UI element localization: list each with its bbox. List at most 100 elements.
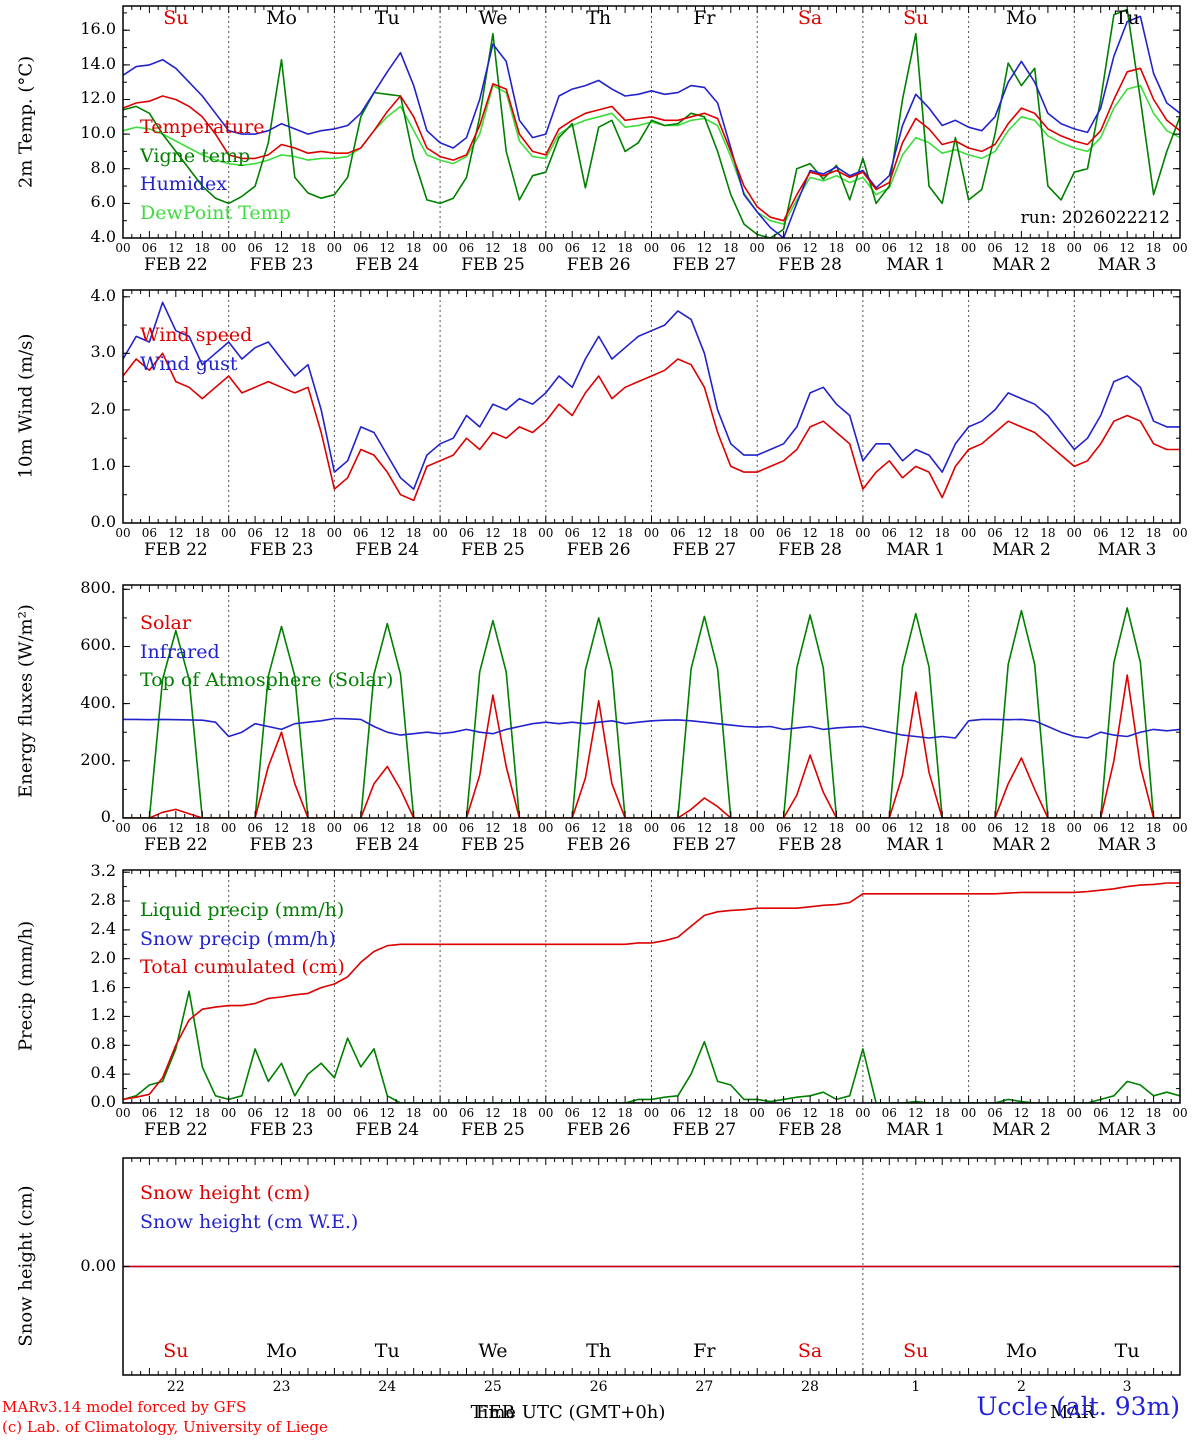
hour-label: 18 [723, 241, 739, 255]
date-label: MAR 1 [886, 540, 946, 560]
hour-label: 06 [670, 241, 686, 255]
hour-label: 06 [247, 821, 263, 835]
date-label: FEB 26 [566, 255, 631, 275]
dow-label-bottom: Su [163, 1340, 189, 1362]
hour-label: 06 [775, 241, 792, 255]
hour-label: 12 [273, 526, 290, 540]
model-credit-line: MARv3.14 model forced by GFS [2, 1398, 247, 1416]
hour-label: 18 [1040, 526, 1056, 540]
y-axis-title-temperature: 2m Temp. (°C) [15, 55, 37, 189]
hour-label: 00 [749, 1106, 765, 1120]
run-label: run: 2026022212 [1020, 208, 1170, 228]
hour-label: 06 [987, 241, 1003, 255]
hour-label: 18 [511, 1106, 528, 1120]
hour-label: 12 [168, 241, 184, 255]
station-label: Uccle (alt. 93m) [976, 1392, 1180, 1421]
day-number: 3 [1122, 1379, 1132, 1395]
series-humidex [123, 15, 1180, 238]
hour-label: 12 [802, 1106, 818, 1120]
legend-entry-vigne-temp: Vigne temp [140, 144, 251, 167]
hour-label: 12 [1013, 1106, 1030, 1120]
y-tick-label: 2.8 [90, 890, 116, 910]
legend-entry-temperature: Temperature [140, 116, 265, 138]
hour-label: 00 [1172, 526, 1188, 540]
hour-label: 00 [960, 241, 977, 255]
hour-label: 12 [696, 241, 712, 255]
hour-label: 06 [353, 241, 369, 255]
hour-label: 06 [458, 241, 475, 255]
hour-label: 06 [881, 526, 897, 540]
day-number: 27 [695, 1379, 714, 1395]
hour-label: 06 [1093, 526, 1109, 540]
y-tick-label: 1.0 [90, 455, 116, 475]
dow-label-top: Tu [374, 7, 400, 29]
hour-label: 00 [326, 526, 343, 540]
y-tick-label: 2.0 [90, 947, 116, 967]
dow-label-top: Fr [693, 7, 716, 29]
hour-label: 00 [855, 821, 871, 835]
hour-label: 18 [1145, 526, 1162, 540]
hour-label: 12 [1119, 526, 1135, 540]
hour-label: 06 [141, 241, 158, 255]
dow-label-bottom: Mo [1005, 1340, 1037, 1362]
hour-label: 00 [432, 821, 448, 835]
hour-label: 00 [643, 241, 660, 255]
hour-label: 18 [828, 526, 845, 540]
dow-label-bottom: Mo [266, 1340, 297, 1362]
hour-label: 18 [1040, 1106, 1056, 1120]
hour-label: 00 [1066, 526, 1082, 540]
hour-label: 06 [670, 821, 686, 835]
hour-label: 12 [379, 241, 395, 255]
hour-label: 12 [379, 821, 395, 835]
date-label: MAR 3 [1097, 540, 1157, 560]
day-number: 26 [589, 1379, 608, 1395]
hour-label: 00 [221, 526, 237, 540]
date-label: MAR 1 [886, 1120, 946, 1140]
y-tick-label: 0.0 [90, 512, 116, 531]
dow-label-top: Su [163, 7, 189, 29]
hour-label: 18 [723, 1106, 739, 1120]
legend-entry-snow-height-cm-: Snow height (cm) [140, 1182, 311, 1204]
dow-label-top: Mo [266, 7, 297, 29]
hour-label: 12 [1013, 241, 1030, 255]
dow-label-bottom: Sa [797, 1340, 823, 1362]
hour-label: 06 [881, 821, 897, 835]
y-tick-label: 0. [100, 807, 116, 826]
hour-label: 00 [432, 526, 448, 540]
hour-label: 18 [300, 1106, 316, 1120]
hour-label: 18 [934, 241, 950, 255]
hour-label: 00 [432, 1106, 448, 1120]
y-axis-title-precip: Precip (mm/h) [15, 920, 37, 1052]
hour-label: 06 [670, 1106, 686, 1120]
hour-label: 00 [115, 1106, 131, 1120]
day-number: 22 [166, 1379, 185, 1395]
y-tick-label: 6.0 [90, 192, 116, 212]
day-number: 24 [378, 1379, 397, 1395]
hour-label: 12 [379, 1106, 395, 1120]
hour-label: 18 [406, 1106, 422, 1120]
hour-label: 06 [247, 526, 263, 540]
hour-label: 18 [828, 1106, 845, 1120]
hour-label: 12 [485, 1106, 501, 1120]
date-label: MAR 2 [992, 835, 1051, 855]
date-label: FEB 23 [249, 1120, 314, 1140]
date-label: FEB 22 [143, 1120, 208, 1140]
date-label: FEB 22 [143, 540, 208, 560]
hour-label: 00 [538, 1106, 554, 1120]
hour-label: 00 [855, 526, 871, 540]
hour-label: 06 [247, 1106, 263, 1120]
hour-label: 06 [458, 821, 475, 835]
hour-label: 18 [511, 241, 528, 255]
hour-label: 12 [1119, 1106, 1135, 1120]
hour-label: 12 [591, 526, 607, 540]
legend-entry-snow-precip-mm-h-: Snow precip (mm/h) [140, 927, 336, 950]
date-label: MAR 3 [1097, 1120, 1157, 1140]
hour-label: 18 [934, 526, 950, 540]
y-tick-label: 10.0 [80, 123, 116, 143]
date-label: FEB 28 [778, 255, 842, 275]
hour-label: 00 [538, 241, 554, 255]
dow-label-bottom: Th [586, 1340, 612, 1362]
month-label-mar: MAR [1050, 1402, 1095, 1423]
hour-label: 12 [908, 821, 924, 835]
hour-label: 18 [406, 241, 422, 255]
